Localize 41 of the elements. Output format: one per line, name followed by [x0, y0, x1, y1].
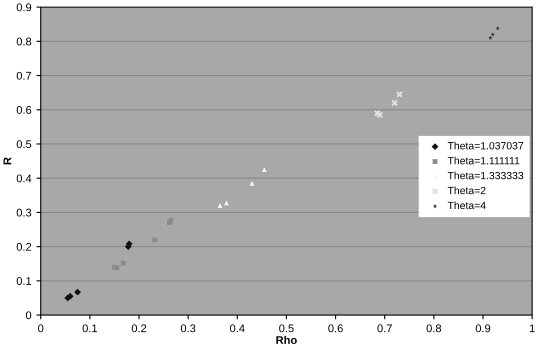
point: [495, 26, 500, 30]
point: [374, 110, 381, 117]
x-tick-label: 0.1: [82, 324, 98, 332]
y-tick-label: 0.2: [16, 242, 32, 251]
y-tick-label: 0.5: [16, 140, 32, 148]
legend-label: Theta=4: [448, 201, 486, 210]
point: [218, 203, 222, 208]
legend-label: Theta=2: [448, 186, 486, 194]
x-tick-label: 0.7: [377, 324, 392, 332]
point: [120, 260, 126, 266]
x-tick-label: 0.6: [328, 324, 343, 332]
point: [376, 111, 384, 118]
x-tick-label: 0.8: [426, 324, 442, 332]
point: [262, 167, 267, 172]
y-tick-label: 0: [26, 311, 32, 320]
x-tick-label: 0.2: [132, 324, 146, 332]
point: [114, 265, 120, 270]
y-tick-label: 0.6: [16, 106, 32, 114]
legend-label: Theta=1.111111: [448, 156, 520, 164]
point: [391, 99, 398, 106]
point: [488, 36, 493, 40]
x-tick-label: 0.9: [476, 324, 490, 332]
y-tick-label: 0.4: [16, 174, 32, 182]
y-tick-label: 0.1: [16, 277, 32, 285]
y-tick-label: 0.9: [16, 3, 32, 12]
y-tick-label: 0.8: [16, 38, 32, 46]
x-tick-label: 1: [530, 324, 535, 332]
x-tick-label: 0.4: [230, 324, 245, 332]
x-tick-label: 0.5: [279, 324, 294, 332]
x-tick-label: 0: [38, 324, 44, 332]
point: [396, 90, 403, 98]
point: [168, 218, 174, 223]
point: [74, 288, 81, 296]
y-axis-title: R: [4, 157, 12, 164]
legend-label: Theta=1.037037: [448, 142, 524, 150]
x-axis-title: Rho: [276, 336, 297, 344]
point: [490, 32, 496, 36]
y-tick-label: 0.7: [16, 72, 32, 80]
legend-label: Theta=1.333333: [448, 172, 524, 180]
x-tick-label: 0.3: [180, 324, 196, 332]
y-tick-label: 0.3: [16, 208, 32, 217]
